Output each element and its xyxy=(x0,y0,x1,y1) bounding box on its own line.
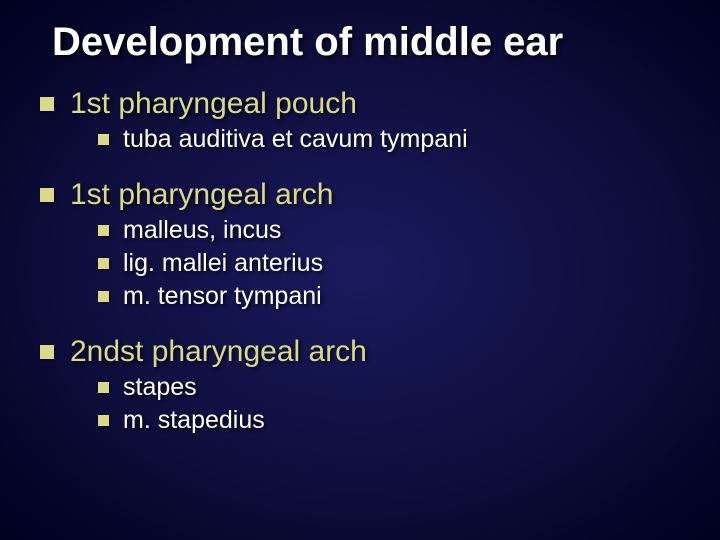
level2-text: stapes xyxy=(123,373,197,402)
level1-text: 2ndst pharyngeal arch xyxy=(70,335,367,369)
list-item: lig. mallei anterius xyxy=(98,249,680,278)
list-item: tuba auditiva et cavum tympani xyxy=(98,125,680,154)
square-bullet-icon xyxy=(98,415,109,426)
list-item: m. tensor tympani xyxy=(98,282,680,311)
square-bullet-icon xyxy=(98,225,109,236)
list-item: 1st pharyngeal arch xyxy=(40,178,680,212)
level2-text: m. tensor tympani xyxy=(123,282,322,311)
level1-text: 1st pharyngeal arch xyxy=(70,178,334,212)
square-bullet-icon xyxy=(98,258,109,269)
level2-text: m. stapedius xyxy=(123,406,265,435)
level2-text: tuba auditiva et cavum tympani xyxy=(123,125,468,154)
square-bullet-icon xyxy=(40,188,54,202)
spacer xyxy=(40,315,680,325)
list-item: m. stapedius xyxy=(98,406,680,435)
level1-text: 1st pharyngeal pouch xyxy=(70,87,357,121)
square-bullet-icon xyxy=(40,97,54,111)
slide-title: Development of middle ear xyxy=(52,20,680,65)
level2-text: lig. mallei anterius xyxy=(123,249,323,278)
square-bullet-icon xyxy=(98,382,109,393)
level2-text: malleus, incus xyxy=(123,216,281,245)
list-item: 2ndst pharyngeal arch xyxy=(40,335,680,369)
list-item: malleus, incus xyxy=(98,216,680,245)
square-bullet-icon xyxy=(98,134,109,145)
list-item: 1st pharyngeal pouch xyxy=(40,87,680,121)
slide: Development of middle ear 1st pharyngeal… xyxy=(0,0,720,540)
list-item: stapes xyxy=(98,373,680,402)
square-bullet-icon xyxy=(40,345,54,359)
spacer xyxy=(40,158,680,168)
square-bullet-icon xyxy=(98,291,109,302)
